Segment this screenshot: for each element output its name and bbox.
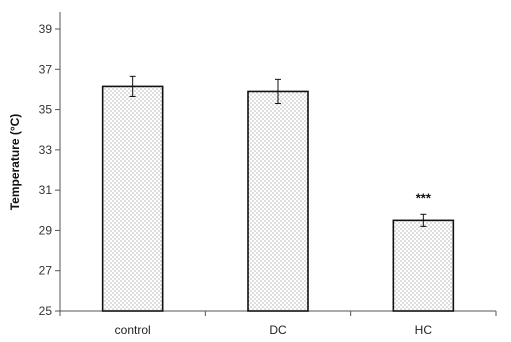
- axes: 25 27 29 31 33 35 37 39 control DC HC: [39, 12, 497, 337]
- x-tick-label: DC: [269, 323, 287, 337]
- bars: ***: [101, 75, 455, 312]
- y-tick-label: 29: [39, 223, 53, 237]
- x-tick-label: control: [115, 323, 151, 337]
- y-tick-label: 27: [39, 264, 53, 278]
- bar-hc: [392, 219, 455, 312]
- bar-control: [101, 85, 164, 312]
- y-tick-label: 39: [39, 22, 53, 36]
- y-tick-label: 25: [39, 304, 53, 318]
- bar-dc: [247, 90, 309, 312]
- y-tick-label: 37: [39, 62, 53, 76]
- significance-label: ***: [416, 190, 432, 205]
- y-tick-label: 33: [39, 143, 53, 157]
- y-tick-label: 31: [39, 183, 53, 197]
- y-tick-label: 35: [39, 103, 53, 117]
- x-tick-label: HC: [415, 323, 433, 337]
- y-axis-label: Temperature (°C): [8, 114, 22, 211]
